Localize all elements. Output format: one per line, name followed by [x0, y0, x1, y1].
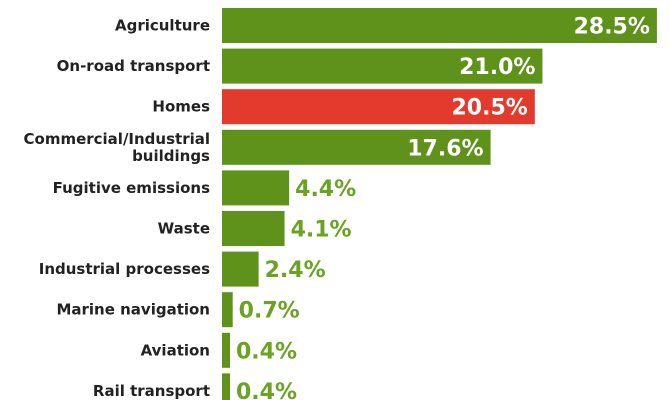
bar-marine-navigation [222, 292, 233, 328]
bar-aviation [222, 332, 230, 368]
bar-homes [222, 89, 535, 125]
category-label-commercial-industrial-buildings: Commercial/Industrial buildings [24, 130, 211, 165]
category-labels-group: Agriculture On-road transport Homes Commerc… [24, 17, 211, 400]
category-label-homes: Homes [152, 98, 210, 116]
category-label-rail-transport: Rail transport [93, 382, 210, 400]
category-label-agriculture: Agriculture [115, 17, 210, 35]
category-label-aviation: Aviation [141, 341, 210, 359]
value-label-aviation: 0.4% [236, 339, 297, 364]
bars-group [222, 8, 657, 400]
value-label-fugitive-emissions: 4.4% [295, 177, 356, 202]
bar-rail-transport [222, 373, 230, 400]
value-labels-group: 28.5% 21.0% 20.5% 17.6% 4.4% 4.1% 2.4% 0.7% 0.4%… [236, 15, 650, 400]
category-label-marine-navigation: Marine navigation [56, 301, 210, 319]
bar-agriculture [222, 8, 657, 43]
category-label-fugitive-emissions: Fugitive emissions [53, 179, 210, 197]
value-label-commercial-industrial-buildings: 17.6% [407, 136, 483, 161]
category-label-waste: Waste [158, 220, 210, 238]
bar-waste [222, 211, 285, 246]
bar-industrial-processes [222, 251, 259, 287]
category-label-industrial-processes: Industrial processes [39, 260, 210, 278]
value-label-agriculture: 28.5% [574, 15, 650, 40]
bar-fugitive-emissions [222, 170, 290, 206]
bar-commercial-industrial-buildings [222, 129, 491, 165]
category-label-on-road-transport: On-road transport [57, 57, 210, 75]
value-label-industrial-processes: 2.4% [265, 258, 326, 283]
value-label-marine-navigation: 0.7% [239, 299, 300, 324]
bar-on-road-transport [222, 48, 543, 84]
value-label-homes: 20.5% [452, 96, 528, 121]
value-label-waste: 4.1% [291, 218, 352, 243]
value-label-on-road-transport: 21.0% [459, 55, 535, 80]
value-label-rail-transport: 0.4% [236, 380, 297, 400]
